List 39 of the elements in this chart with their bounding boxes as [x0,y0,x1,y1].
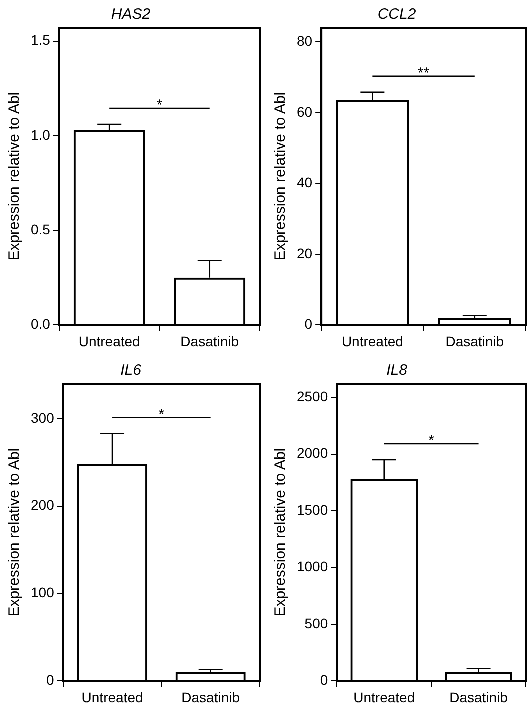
y-tick-label: 2500 [296,388,328,404]
x-tick-label: Untreated [78,333,140,350]
chart-title: IL8 [386,362,408,380]
y-tick-label: 40 [296,174,313,191]
y-tick-label: 1.5 [30,32,51,48]
y-tick-label: 60 [296,104,313,120]
y-tick-label: 0.0 [30,316,51,332]
x-tick-label: Dasatinib [450,689,508,706]
y-axis-title: Expression relative to Abl [6,448,24,617]
x-tick-label: Untreated [82,689,144,706]
y-tick-label: 0 [304,316,313,332]
chart-title: IL6 [120,362,142,380]
annotation: * [428,432,435,450]
y-tick-label: 0.5 [30,221,51,238]
y-tick-label: 0 [46,672,55,688]
y-tick-label: 20 [296,245,313,262]
y-axis-title: Expression relative to Abl [272,92,290,261]
x-tick-label: Untreated [354,689,416,706]
chart-title: HAS2 [111,6,152,24]
x-tick-label: Untreated [342,333,404,350]
annotation: ** [418,65,430,82]
annotation: * [158,406,165,424]
y-tick-label: 0 [320,672,328,688]
y-tick-label: 1500 [296,502,328,518]
annotation: * [156,97,163,114]
y-tick-label: 2000 [296,445,328,462]
chart-title: CCL2 [378,6,417,24]
y-tick-label: 1000 [296,558,328,575]
y-tick-label: 80 [296,33,313,50]
y-tick-label: 1.0 [30,126,51,143]
x-tick-label: Dasatinib [180,333,240,350]
y-tick-label: 500 [304,615,328,632]
y-tick-label: 100 [31,584,55,601]
x-tick-label: Dasatinib [182,689,240,706]
y-tick-label: 200 [31,497,55,514]
y-tick-label: 300 [31,410,55,426]
x-tick-label: Dasatinib [446,333,504,350]
y-axis-title: Expression relative to Abl [6,92,24,261]
y-axis-title: Expression relative to Abl [272,448,290,617]
